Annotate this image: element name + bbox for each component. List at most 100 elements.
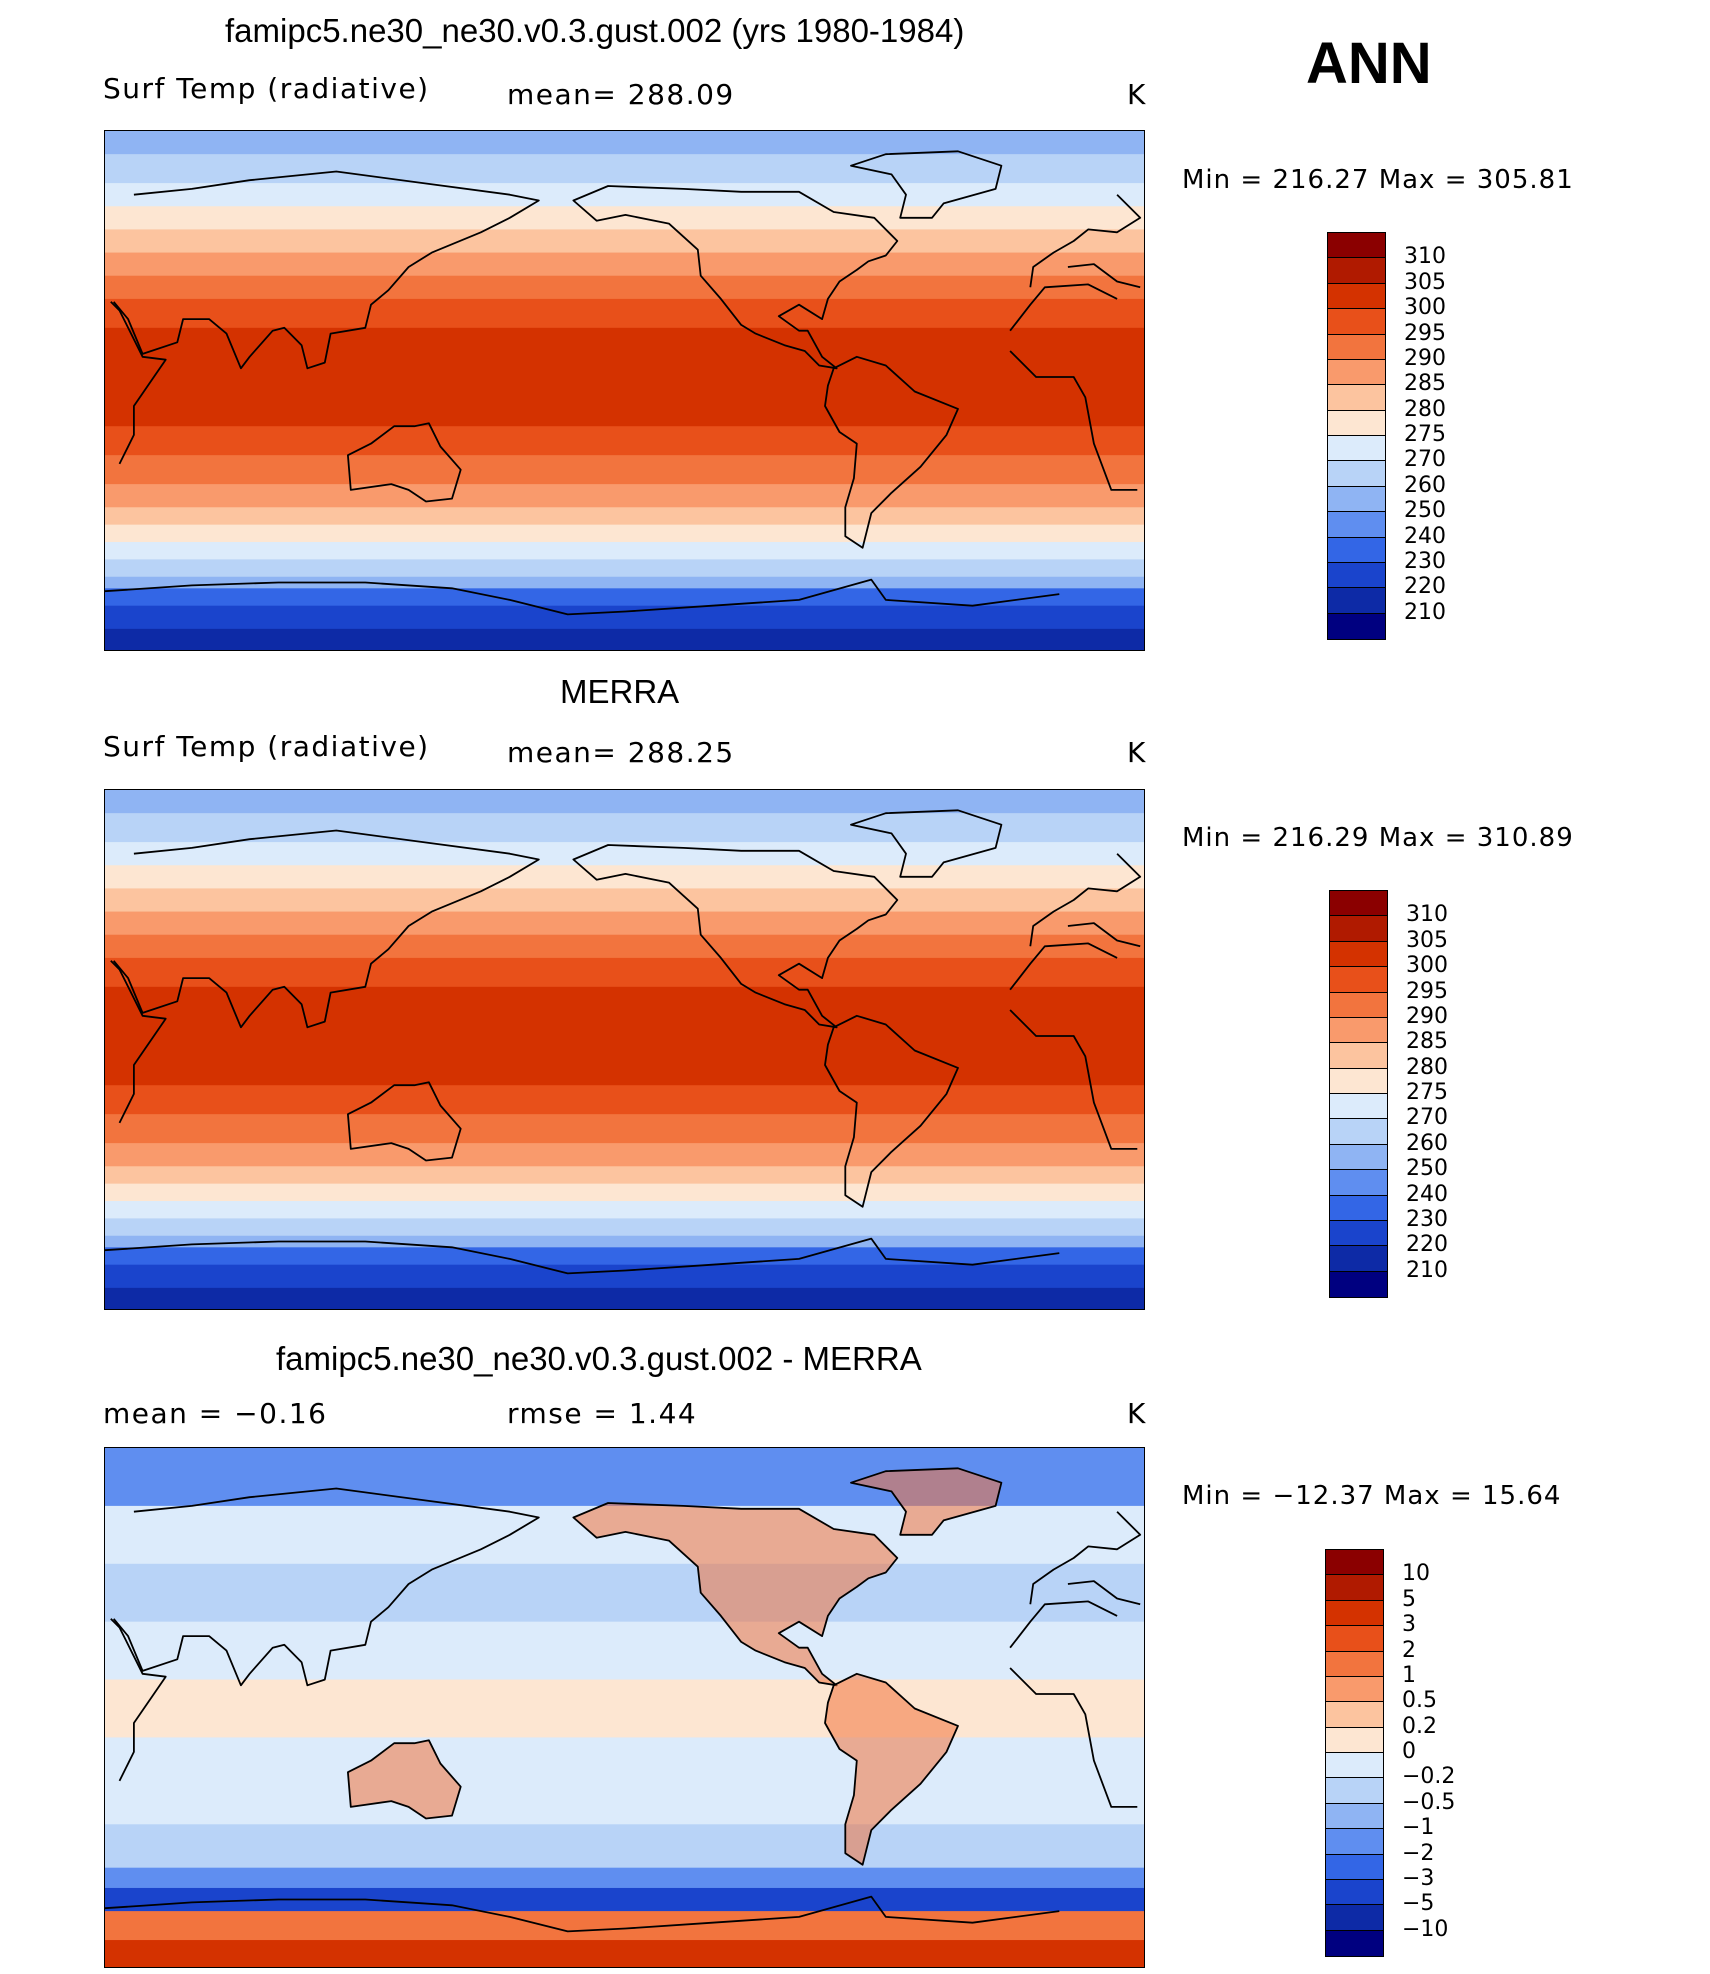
colorbar-swatch [1326, 1575, 1383, 1601]
colorbar-swatch [1330, 891, 1387, 917]
panel1-units-label: K [1127, 78, 1147, 111]
contour-band [105, 275, 1144, 300]
colorbar-swatch [1328, 283, 1385, 310]
colorbar-swatch [1328, 233, 1385, 259]
eurasia-outline [1029, 1511, 1142, 1605]
colorbar-swatch [1326, 1753, 1383, 1779]
colorbar-swatch [1328, 588, 1385, 614]
africa-outline [110, 1618, 167, 1782]
colorbar-swatch [1326, 1626, 1383, 1652]
contour-band [105, 559, 1144, 578]
australia-outline [346, 422, 462, 503]
colorbar-label: −10 [1402, 1916, 1449, 1942]
colorbar-label: 280 [1404, 396, 1446, 422]
contour-band [105, 1679, 1144, 1738]
colorbar-label: −1 [1402, 1815, 1435, 1841]
colorbar-swatch [1326, 1702, 1383, 1728]
contour-band [105, 1911, 1144, 1941]
colorbar-label: 0 [1402, 1739, 1416, 1764]
africa-outline [110, 960, 167, 1124]
colorbar-swatch [1330, 1094, 1387, 1120]
eurasia-outline [1067, 1580, 1141, 1606]
contour-band [105, 1183, 1144, 1202]
eurasia-outline [1067, 922, 1141, 948]
colorbar-label: 10 [1402, 1561, 1430, 1587]
contour-band [105, 842, 1144, 866]
colorbar-swatch [1330, 1246, 1387, 1272]
contour-band [105, 1264, 1144, 1289]
north-america-outline [572, 844, 899, 1029]
colorbar-swatch [1330, 967, 1387, 993]
africa-outline [1009, 1667, 1138, 1808]
colorbar-swatch [1328, 613, 1385, 639]
contour-band [105, 790, 1144, 814]
contour-band [105, 1085, 1144, 1115]
colorbar-swatch [1328, 334, 1385, 360]
colorbar-label: 275 [1406, 1080, 1448, 1105]
colorbar-label: 300 [1406, 953, 1448, 979]
contour-band [105, 1247, 1144, 1266]
contour-band [105, 426, 1144, 456]
colorbar-label: 260 [1404, 472, 1446, 498]
contour-band [105, 252, 1144, 277]
africa-outline [1009, 1009, 1138, 1150]
contour-band [105, 131, 1144, 155]
colorbar-label: 280 [1406, 1054, 1448, 1080]
contour-band [105, 1824, 1144, 1869]
colorbar-swatch [1326, 1550, 1383, 1576]
panel1-variable-label: Surf Temp (radiative) [103, 72, 430, 105]
antarctica-coast [105, 578, 1060, 616]
colorbar-label: 220 [1406, 1232, 1448, 1258]
colorbar-label: −2 [1402, 1840, 1435, 1866]
colorbar-label: 5 [1402, 1586, 1416, 1612]
colorbar-label: 285 [1406, 1029, 1448, 1055]
panel1-title: famipc5.ne30_ne30.v0.3.gust.002 (yrs 198… [225, 12, 965, 49]
contour-band [105, 911, 1144, 936]
panel2-title: MERRA [560, 673, 680, 710]
contour-band [105, 934, 1144, 959]
colorbar-label: 275 [1404, 422, 1446, 447]
south-america-outline [824, 1014, 959, 1208]
colorbar-swatch [1328, 461, 1385, 487]
greenland-outline [850, 809, 1003, 878]
colorbar-swatch [1326, 1829, 1383, 1855]
australia-outline [346, 1739, 462, 1820]
colorbar-label: 220 [1404, 574, 1446, 600]
panel1-mean-label: mean= 288.09 [507, 78, 735, 111]
colorbar-swatch [1330, 992, 1387, 1018]
panel2-colorbar-labels: 310 305 300 295 290 285 280 275 270 260 250 240 230 2… [1406, 890, 1486, 1298]
eurasia-outline [1067, 263, 1141, 289]
colorbar-label: 250 [1404, 498, 1446, 524]
colorbar-swatch [1330, 1170, 1387, 1196]
contour-band [105, 628, 1144, 650]
colorbar-swatch [1326, 1854, 1383, 1880]
contour-band [105, 1114, 1144, 1144]
colorbar-label: 0.5 [1402, 1688, 1437, 1714]
colorbar-swatch [1330, 1119, 1387, 1145]
contour-band [105, 1166, 1144, 1185]
contour-band [105, 1218, 1144, 1237]
colorbar-swatch [1330, 1220, 1387, 1247]
africa-outline [1009, 942, 1118, 991]
contour-band [105, 298, 1144, 329]
panel2-variable-label: Surf Temp (radiative) [103, 730, 430, 763]
colorbar-swatch [1326, 1879, 1383, 1906]
colorbar-label: 210 [1406, 1257, 1448, 1283]
panel3-mean-label: mean = −0.16 [103, 1397, 328, 1430]
colorbar-swatch [1328, 385, 1385, 411]
colorbar-label: 210 [1404, 599, 1446, 625]
contour-band [105, 542, 1144, 560]
contour-band [105, 1563, 1144, 1623]
contour-band [105, 455, 1144, 485]
colorbar-swatch [1330, 1195, 1387, 1221]
colorbar-label: 285 [1404, 371, 1446, 397]
colorbar-swatch [1330, 1017, 1387, 1044]
colorbar-swatch [1328, 512, 1385, 538]
contour-band [105, 1737, 1144, 1825]
panel2-colorbar [1329, 890, 1388, 1298]
colorbar-swatch [1328, 359, 1385, 386]
contour-band [105, 605, 1144, 630]
panel3-colorbar-labels: 10 5 3 2 1 0.5 0.2 0 −0.2 −0.5 −1 −2 −3 −5 −10 [1402, 1549, 1482, 1957]
colorbar-swatch [1328, 258, 1385, 284]
colorbar-label: 2 [1402, 1637, 1416, 1663]
